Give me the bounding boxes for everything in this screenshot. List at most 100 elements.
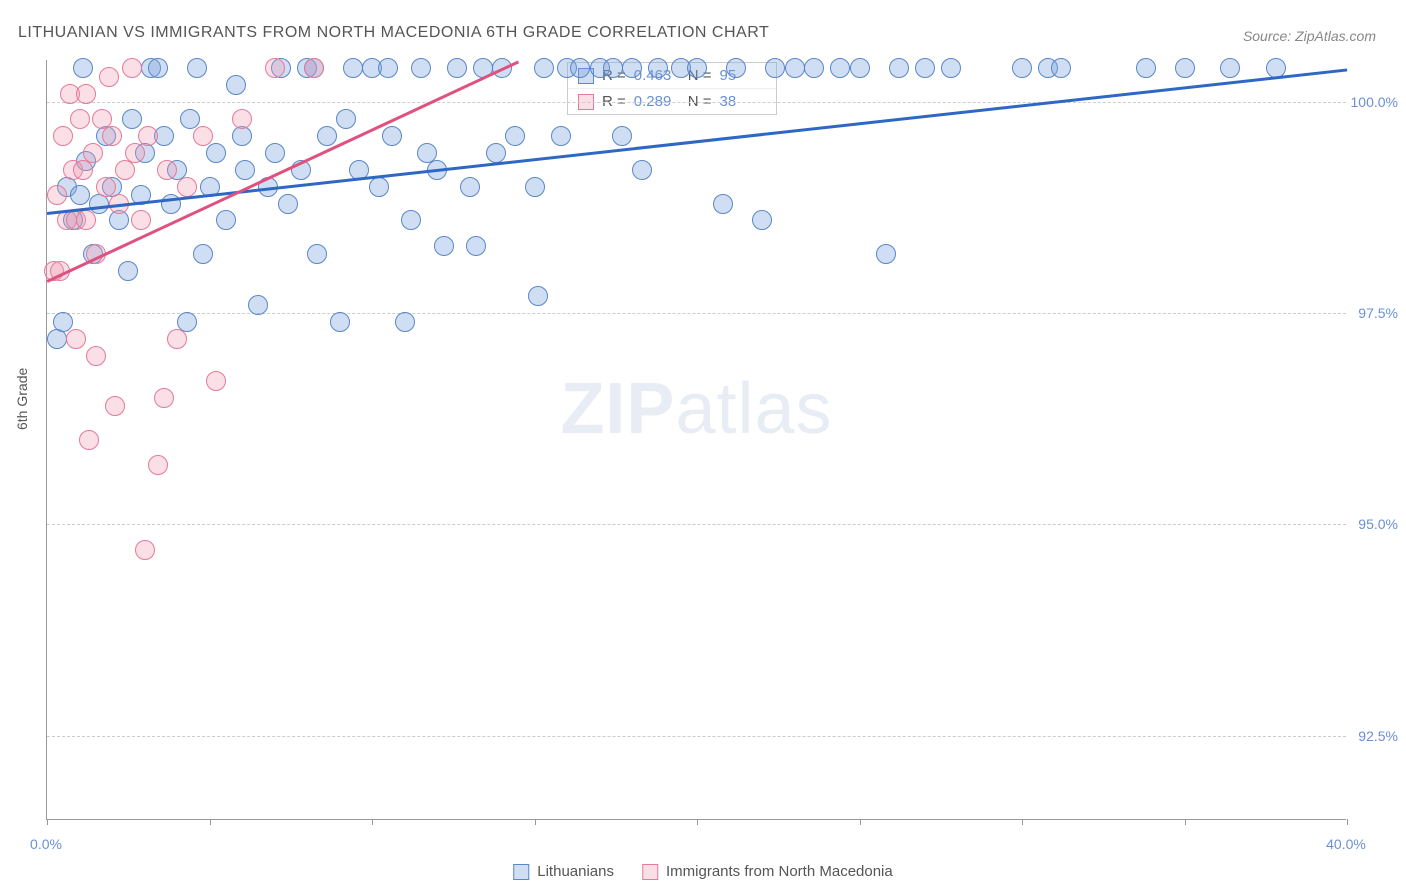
data-point	[570, 58, 590, 78]
watermark-zip: ZIP	[560, 369, 675, 449]
x-tick	[1185, 819, 1186, 825]
data-point	[278, 194, 298, 214]
data-point	[265, 143, 285, 163]
data-point	[265, 58, 285, 78]
x-tick-label: 0.0%	[30, 836, 62, 852]
data-point	[850, 58, 870, 78]
data-point	[534, 58, 554, 78]
gridline	[47, 524, 1346, 525]
data-point	[804, 58, 824, 78]
legend-label: Immigrants from North Macedonia	[666, 863, 893, 880]
data-point	[206, 143, 226, 163]
gridline	[47, 102, 1346, 103]
data-point	[70, 185, 90, 205]
x-tick	[47, 819, 48, 825]
data-point	[304, 58, 324, 78]
data-point	[434, 236, 454, 256]
data-point	[395, 312, 415, 332]
data-point	[447, 58, 467, 78]
data-point	[193, 244, 213, 264]
data-point	[83, 143, 103, 163]
data-point	[486, 143, 506, 163]
data-point	[752, 210, 772, 230]
data-point	[73, 160, 93, 180]
data-point	[102, 126, 122, 146]
data-point	[154, 388, 174, 408]
data-point	[330, 312, 350, 332]
watermark: ZIPatlas	[560, 368, 832, 450]
x-tick	[1347, 819, 1348, 825]
y-tick-label: 92.5%	[1358, 728, 1398, 744]
data-point	[76, 84, 96, 104]
data-point	[382, 126, 402, 146]
y-tick-label: 97.5%	[1358, 305, 1398, 321]
data-point	[603, 58, 623, 78]
legend-swatch	[513, 864, 529, 880]
data-point	[177, 177, 197, 197]
data-point	[830, 58, 850, 78]
data-point	[1051, 58, 1071, 78]
data-point	[1136, 58, 1156, 78]
legend-swatch	[642, 864, 658, 880]
data-point	[1220, 58, 1240, 78]
data-point	[369, 177, 389, 197]
data-point	[148, 455, 168, 475]
y-tick-label: 95.0%	[1358, 516, 1398, 532]
data-point	[460, 177, 480, 197]
data-point	[713, 194, 733, 214]
source-attribution: Source: ZipAtlas.com	[1243, 28, 1376, 44]
data-point	[915, 58, 935, 78]
data-point	[889, 58, 909, 78]
data-point	[122, 58, 142, 78]
data-point	[941, 58, 961, 78]
data-point	[115, 160, 135, 180]
x-tick	[860, 819, 861, 825]
data-point	[876, 244, 896, 264]
data-point	[317, 126, 337, 146]
data-point	[235, 160, 255, 180]
x-tick	[210, 819, 211, 825]
data-point	[122, 109, 142, 129]
data-point	[47, 185, 67, 205]
data-point	[193, 126, 213, 146]
data-point	[622, 58, 642, 78]
x-tick	[1022, 819, 1023, 825]
x-tick	[535, 819, 536, 825]
data-point	[401, 210, 421, 230]
data-point	[148, 58, 168, 78]
data-point	[53, 312, 73, 332]
data-point	[248, 295, 268, 315]
gridline	[47, 736, 1346, 737]
legend-item: Lithuanians	[513, 863, 614, 880]
data-point	[551, 126, 571, 146]
data-point	[76, 210, 96, 230]
data-point	[96, 177, 116, 197]
data-point	[336, 109, 356, 129]
data-point	[648, 58, 668, 78]
data-point	[466, 236, 486, 256]
chart-title: LITHUANIAN VS IMMIGRANTS FROM NORTH MACE…	[18, 24, 769, 42]
data-point	[307, 244, 327, 264]
data-point	[411, 58, 431, 78]
data-point	[226, 75, 246, 95]
data-point	[378, 58, 398, 78]
data-point	[118, 261, 138, 281]
y-tick-label: 100.0%	[1351, 94, 1398, 110]
data-point	[99, 67, 119, 87]
data-point	[687, 58, 707, 78]
data-point	[1175, 58, 1195, 78]
data-point	[612, 126, 632, 146]
data-point	[180, 109, 200, 129]
watermark-atlas: atlas	[675, 369, 832, 449]
data-point	[135, 540, 155, 560]
data-point	[157, 160, 177, 180]
data-point	[216, 210, 236, 230]
x-tick	[697, 819, 698, 825]
legend-label: Lithuanians	[537, 863, 614, 880]
legend: Lithuanians Immigrants from North Macedon…	[513, 863, 892, 880]
data-point	[525, 177, 545, 197]
data-point	[131, 210, 151, 230]
data-point	[505, 126, 525, 146]
y-axis-label: 6th Grade	[14, 368, 30, 430]
data-point	[632, 160, 652, 180]
